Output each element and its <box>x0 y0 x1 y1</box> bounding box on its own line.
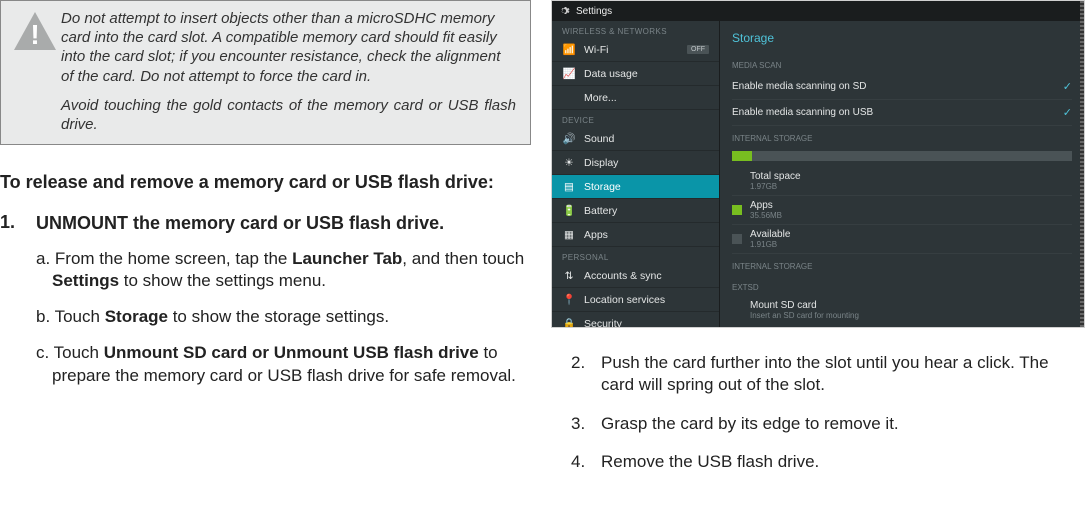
section-personal: PERSONAL <box>552 247 719 264</box>
step-4: 4.Remove the USB flash drive. <box>571 451 1079 473</box>
sidebar-location[interactable]: 📍Location services <box>552 288 719 312</box>
sidebar-apps[interactable]: ▦Apps <box>552 223 719 247</box>
settings-title-icon <box>558 5 570 17</box>
svg-text:!: ! <box>30 19 39 50</box>
sidebar-storage[interactable]: ▤Storage <box>552 175 719 199</box>
sidebar-security[interactable]: 🔒Security <box>552 312 719 327</box>
sidebar-data-usage[interactable]: 📈Data usage <box>552 62 719 86</box>
apps-space-row[interactable]: Apps35.56MB <box>732 196 1072 225</box>
available-space-row[interactable]: Available1.91GB <box>732 225 1072 254</box>
mount-sd-row: Mount SD cardInsert an SD card for mount… <box>732 296 1072 324</box>
section-device: DEVICE <box>552 110 719 127</box>
storage-icon: ▤ <box>562 180 576 194</box>
usbhost-section: USBHOST1 <box>732 324 1072 327</box>
check-icon: ✓ <box>1063 106 1072 119</box>
check-icon: ✓ <box>1063 80 1072 93</box>
extsd-section: EXTSD <box>732 275 1072 296</box>
apps-icon: ▦ <box>562 228 576 242</box>
media-scan-section: MEDIA SCAN <box>732 53 1072 74</box>
android-settings-screenshot: Settings WIRELESS & NETWORKS 📶Wi-FiOFF 📈… <box>551 0 1085 328</box>
step-1-text: UNMOUNT the memory card or USB flash dri… <box>36 212 444 235</box>
settings-sidebar: WIRELESS & NETWORKS 📶Wi-FiOFF 📈Data usag… <box>552 21 720 327</box>
battery-icon: 🔋 <box>562 204 576 218</box>
scan-usb-row[interactable]: Enable media scanning on USB✓ <box>732 100 1072 126</box>
storage-heading: Storage <box>732 27 1072 53</box>
sidebar-wifi[interactable]: 📶Wi-FiOFF <box>552 38 719 62</box>
storage-usage-bar <box>732 151 1072 161</box>
bar-free <box>752 151 1072 161</box>
display-icon: ☀ <box>562 156 576 170</box>
step-1-substeps: a. From the home screen, tap the Launche… <box>0 248 531 386</box>
section-wireless: WIRELESS & NETWORKS <box>552 21 719 38</box>
internal-storage-2: INTERNAL STORAGE <box>732 254 1072 275</box>
lock-icon: 🔒 <box>562 317 576 328</box>
sidebar-battery[interactable]: 🔋Battery <box>552 199 719 223</box>
warning-icon: ! <box>9 9 61 134</box>
wifi-off-toggle[interactable]: OFF <box>687 45 709 54</box>
step-1: 1. UNMOUNT the memory card or USB flash … <box>0 212 531 235</box>
sound-icon: 🔊 <box>562 132 576 146</box>
total-space-row[interactable]: Total space1.97GB <box>732 167 1072 196</box>
internal-storage-section: INTERNAL STORAGE <box>732 126 1072 147</box>
scan-sd-row[interactable]: Enable media scanning on SD✓ <box>732 74 1072 100</box>
sidebar-accounts[interactable]: ⇅Accounts & sync <box>552 264 719 288</box>
right-steps: 2.Push the card further into the slot un… <box>551 352 1087 474</box>
data-icon: 📈 <box>562 67 576 81</box>
substep-c: c. Touch Unmount SD card or Unmount USB … <box>36 342 531 386</box>
step-3: 3.Grasp the card by its edge to remove i… <box>571 413 1079 435</box>
sidebar-display[interactable]: ☀Display <box>552 151 719 175</box>
warning-text: Do not attempt to insert objects other t… <box>61 9 516 134</box>
substep-a: a. From the home screen, tap the Launche… <box>36 248 531 292</box>
warning-p2: Avoid touching the gold contacts of the … <box>61 96 516 134</box>
warning-p1: Do not attempt to insert objects other t… <box>61 9 516 86</box>
sync-icon: ⇅ <box>562 269 576 283</box>
bar-used <box>732 151 752 161</box>
sidebar-more[interactable]: More... <box>552 86 719 110</box>
warning-callout: ! Do not attempt to insert objects other… <box>0 0 531 145</box>
settings-content: Storage MEDIA SCAN Enable media scanning… <box>720 21 1084 327</box>
step-1-number: 1. <box>0 212 36 235</box>
settings-titlebar: Settings <box>552 1 1084 21</box>
wifi-icon: 📶 <box>562 43 576 57</box>
sidebar-sound[interactable]: 🔊Sound <box>552 127 719 151</box>
substep-b: b. Touch Storage to show the storage set… <box>36 306 531 328</box>
settings-title: Settings <box>576 6 612 17</box>
location-icon: 📍 <box>562 293 576 307</box>
instructions-title: To release and remove a memory card or U… <box>0 171 531 194</box>
step-2: 2.Push the card further into the slot un… <box>571 352 1079 397</box>
